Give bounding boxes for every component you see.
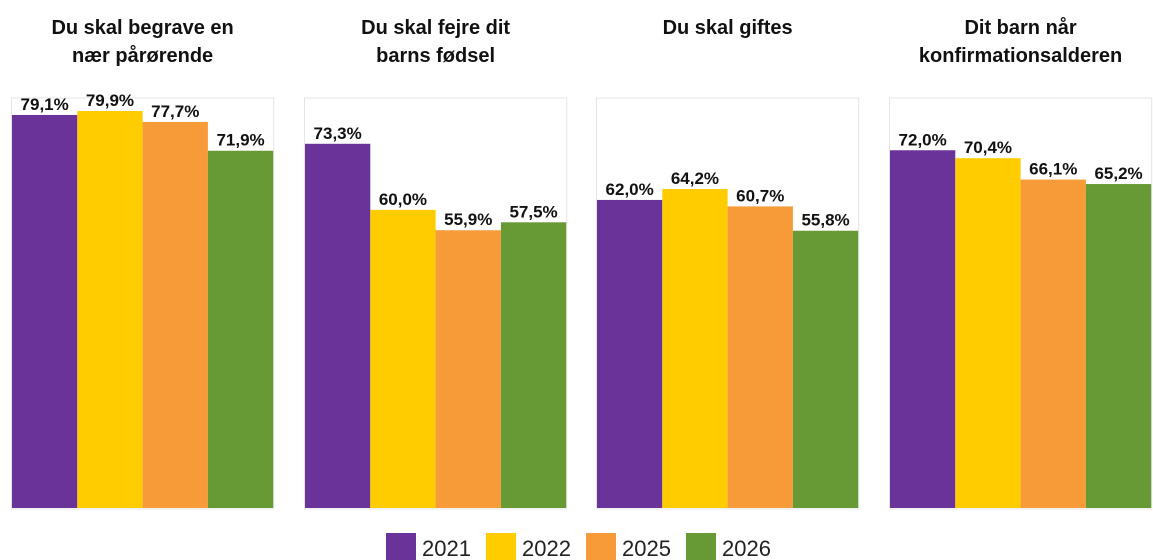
value-label: 65,2% xyxy=(1094,164,1142,183)
legend-swatch xyxy=(486,533,516,560)
legend-swatch xyxy=(386,533,416,560)
bar xyxy=(792,230,859,509)
bar xyxy=(727,206,793,509)
bar xyxy=(1020,179,1086,508)
bar xyxy=(77,111,143,508)
value-label: 71,9% xyxy=(216,131,264,150)
value-label: 64,2% xyxy=(671,169,719,188)
bar xyxy=(12,114,78,508)
legend-label: 2021 xyxy=(422,536,471,560)
legend-swatch xyxy=(586,533,616,560)
bar xyxy=(207,150,274,508)
value-label: 79,1% xyxy=(21,95,69,114)
bar xyxy=(1085,184,1152,509)
legend-label: 2025 xyxy=(622,536,671,560)
value-label: 55,8% xyxy=(801,211,849,230)
value-label: 55,9% xyxy=(444,210,492,229)
bar xyxy=(662,189,728,508)
panel-frame xyxy=(11,97,275,510)
value-label: 66,1% xyxy=(1029,160,1077,179)
value-label: 73,3% xyxy=(314,124,362,143)
panel-title: Dit barn når konfirmationsalderen xyxy=(918,17,1123,67)
bar xyxy=(500,222,567,508)
bar xyxy=(597,199,663,508)
value-label: 60,0% xyxy=(379,190,427,209)
value-label: 57,5% xyxy=(509,202,557,221)
panel-frame xyxy=(304,97,568,510)
panel-title: Du skal giftes xyxy=(662,17,793,39)
bar xyxy=(890,150,956,509)
value-label: 62,0% xyxy=(606,180,654,199)
value-label: 77,7% xyxy=(151,102,199,121)
value-label: 70,4% xyxy=(964,138,1012,157)
value-label: 72,0% xyxy=(899,130,947,149)
legend-swatch xyxy=(686,533,716,560)
bar xyxy=(142,121,208,509)
value-label: 79,9% xyxy=(86,91,134,110)
bar xyxy=(370,209,436,508)
legend-label: 2022 xyxy=(522,536,571,560)
panel-frame xyxy=(596,97,860,510)
panel-title: Du skal begrave en nær pårørende xyxy=(51,17,234,67)
bar xyxy=(955,158,1021,508)
bar xyxy=(305,143,371,508)
bar xyxy=(435,230,501,508)
legend-label: 2026 xyxy=(722,536,771,560)
panel-frame xyxy=(889,97,1153,510)
panel-title: Du skal fejre dit barns fødsel xyxy=(361,17,511,67)
value-label: 60,7% xyxy=(736,186,784,205)
